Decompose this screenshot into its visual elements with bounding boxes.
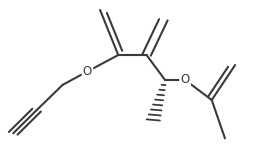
Text: O: O [180, 73, 190, 86]
Text: O: O [83, 65, 92, 78]
